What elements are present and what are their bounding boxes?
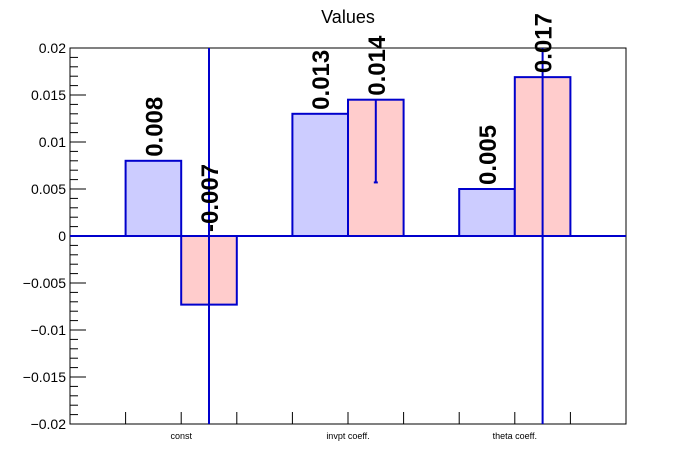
bar: [291, 112, 349, 237]
y-tick-label: −0.02: [31, 416, 67, 432]
data-labels: 0.008 0.013 0.005 -0.007 0.014 0.017: [141, 13, 557, 232]
data-label: 0.005: [475, 125, 502, 185]
data-label: 0.017: [531, 13, 558, 73]
y-tick-label: 0.01: [39, 134, 66, 150]
y-tick-label: −0.01: [31, 322, 67, 338]
bar: [458, 188, 516, 237]
y-axis: −0.02 −0.015 −0.01 −0.005 0 0.005 0.01 0.015 0.0…: [23, 40, 86, 432]
bar-series: [124, 76, 572, 306]
y-tick-label: 0.015: [31, 87, 66, 103]
y-tick-label: −0.015: [23, 369, 66, 385]
x-category-label: theta coeff.: [493, 431, 537, 441]
y-tick-label: 0.02: [39, 40, 66, 56]
x-category-label: invpt coeff.: [326, 431, 369, 441]
y-tick-label: 0.005: [31, 181, 66, 197]
data-label: 0.014: [364, 35, 391, 96]
chart-title: Values: [321, 7, 375, 27]
y-tick-label: 0: [58, 228, 66, 244]
data-label: -0.007: [197, 164, 224, 232]
bar: [124, 159, 183, 237]
data-label: 0.013: [308, 50, 335, 110]
data-label: 0.008: [141, 97, 168, 157]
y-tick-label: −0.005: [23, 275, 66, 291]
x-axis: const invpt coeff. theta coeff.: [69, 412, 627, 441]
x-category-label: const: [170, 431, 192, 441]
